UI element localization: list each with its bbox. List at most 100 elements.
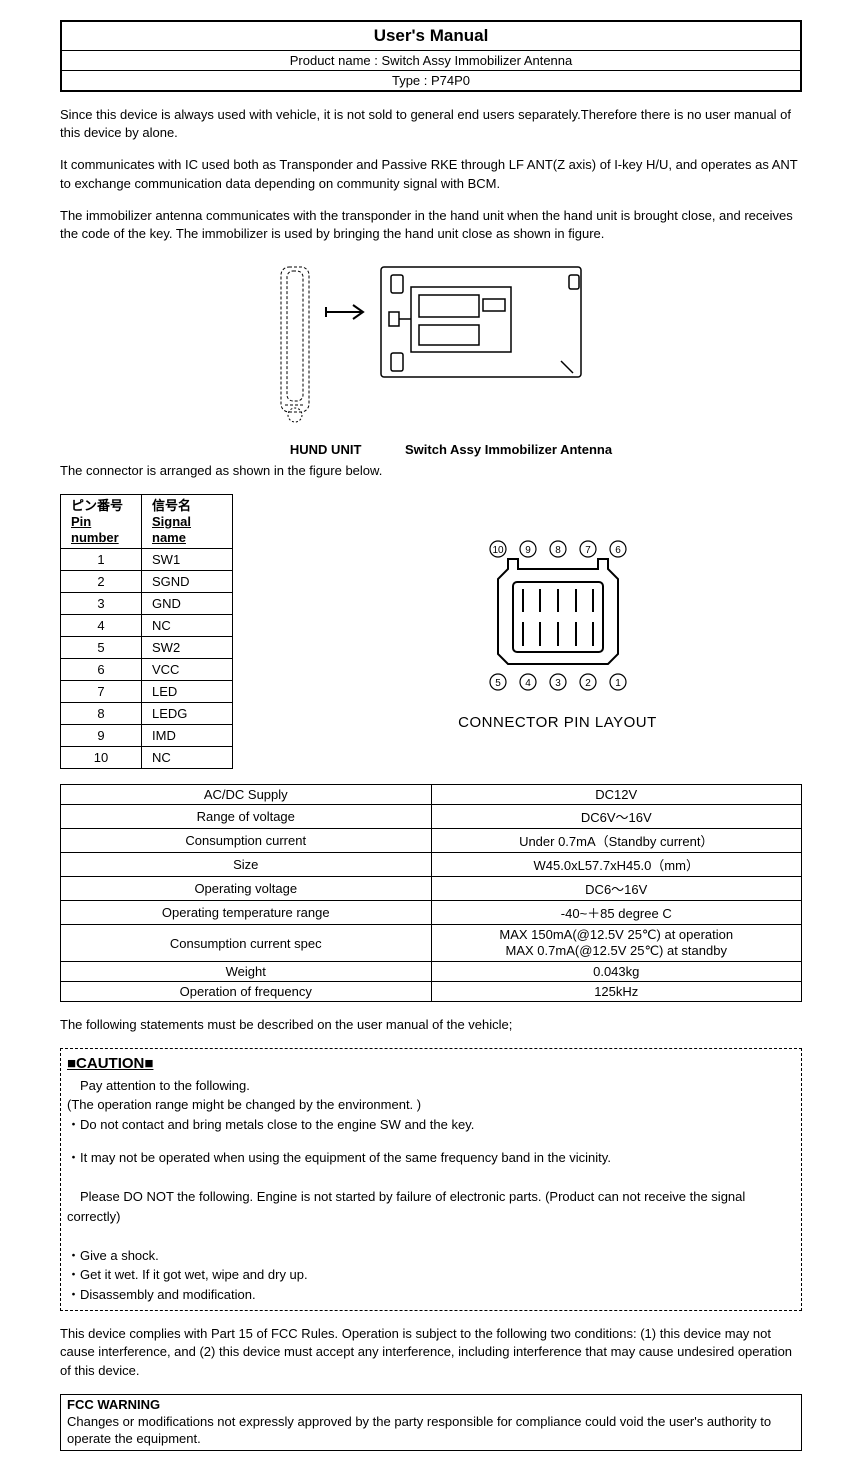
- signal-name-cell: VCC: [142, 659, 233, 681]
- spec-value-cell: DC6V～16V: [431, 805, 802, 829]
- svg-text:1: 1: [615, 678, 621, 689]
- pin-number-cell: 6: [61, 659, 142, 681]
- pin-table-row: 1SW1: [61, 549, 233, 571]
- caution-mid: Please DO NOT the following. Engine is n…: [67, 1187, 795, 1226]
- pin-header-number: ピン番号 Pin number: [61, 495, 142, 549]
- signal-name-cell: SW1: [142, 549, 233, 571]
- manual-title: User's Manual: [62, 22, 800, 51]
- pin-table-row: 9IMD: [61, 725, 233, 747]
- spec-value-cell: W45.0xL57.7xH45.0（mm）: [431, 853, 802, 877]
- spec-key-cell: AC/DC Supply: [61, 785, 432, 805]
- svg-text:2: 2: [585, 678, 591, 689]
- pin-number-cell: 5: [61, 637, 142, 659]
- caution-title: ■CAUTION■: [67, 1053, 795, 1076]
- connector-label: CONNECTOR PIN LAYOUT: [313, 714, 802, 731]
- connector-figure: 109876 54321 CONNECTOR PIN LAYOUT: [313, 494, 802, 731]
- spec-value-cell: Under 0.7mA（Standby current）: [431, 829, 802, 853]
- svg-text:9: 9: [525, 545, 531, 556]
- caution-list-2: Give a shock.Get it wet. If it got wet, …: [67, 1246, 795, 1305]
- signal-name-cell: LEDG: [142, 703, 233, 725]
- spec-table-row: Range of voltageDC6V～16V: [61, 805, 802, 829]
- spec-key-cell: Operating temperature range: [61, 901, 432, 925]
- signal-name-cell: GND: [142, 593, 233, 615]
- caution-item: Do not contact and bring metals close to…: [67, 1115, 795, 1135]
- header-box: User's Manual Product name : Switch Assy…: [60, 20, 802, 92]
- caution-item: It may not be operated when using the eq…: [67, 1148, 795, 1168]
- svg-text:10: 10: [492, 545, 504, 556]
- signal-name-cell: NC: [142, 615, 233, 637]
- pin-table-row: 6VCC: [61, 659, 233, 681]
- spec-value-cell: DC12V: [431, 785, 802, 805]
- caution-box: ■CAUTION■ Pay attention to the following…: [60, 1048, 802, 1311]
- figure-labels: HUND UNIT Switch Assy Immobilizer Antenn…: [60, 442, 802, 457]
- figure-hand-unit: [60, 257, 802, 437]
- spec-table-row: Operating voltageDC6～16V: [61, 877, 802, 901]
- spec-table-row: Weight0.043kg: [61, 962, 802, 982]
- pin-number-cell: 2: [61, 571, 142, 593]
- caution-intro-2: (The operation range might be changed by…: [67, 1095, 795, 1115]
- spec-key-cell: Consumption current spec: [61, 925, 432, 962]
- pin-number-cell: 10: [61, 747, 142, 769]
- spec-table-row: Operation of frequency125kHz: [61, 982, 802, 1002]
- statements-intro: The following statements must be describ…: [60, 1016, 802, 1034]
- spec-table-row: AC/DC SupplyDC12V: [61, 785, 802, 805]
- spec-table-row: Consumption currentUnder 0.7mA（Standby c…: [61, 829, 802, 853]
- pin-table-row: 8LEDG: [61, 703, 233, 725]
- signal-name-cell: NC: [142, 747, 233, 769]
- paragraph-3: The immobilizer antenna communicates wit…: [60, 207, 802, 243]
- spec-table-row: SizeW45.0xL57.7xH45.0（mm）: [61, 853, 802, 877]
- pin-number-cell: 8: [61, 703, 142, 725]
- spec-key-cell: Size: [61, 853, 432, 877]
- type-line: Type : P74P0: [62, 71, 800, 90]
- spec-value-cell: MAX 150mA(@12.5V 25℃) at operation MAX 0…: [431, 925, 802, 962]
- spec-key-cell: Weight: [61, 962, 432, 982]
- fcc-warning-box: FCC WARNING Changes or modifications not…: [60, 1394, 802, 1451]
- pin-number-cell: 9: [61, 725, 142, 747]
- svg-text:8: 8: [555, 545, 561, 556]
- pin-table-row: 2SGND: [61, 571, 233, 593]
- label-hund-unit: HUND UNIT: [290, 442, 362, 457]
- signal-name-cell: SW2: [142, 637, 233, 659]
- svg-text:6: 6: [615, 545, 621, 556]
- hand-unit-diagram-svg: [251, 257, 611, 437]
- signal-name-cell: SGND: [142, 571, 233, 593]
- svg-text:4: 4: [525, 678, 531, 689]
- product-name-line: Product name : Switch Assy Immobilizer A…: [62, 51, 800, 71]
- pin-number-cell: 3: [61, 593, 142, 615]
- caution-item: Give a shock.: [67, 1246, 795, 1266]
- signal-name-cell: IMD: [142, 725, 233, 747]
- paragraph-2: It communicates with IC used both as Tra…: [60, 156, 802, 192]
- spec-key-cell: Consumption current: [61, 829, 432, 853]
- caution-list-1: Do not contact and bring metals close to…: [67, 1115, 795, 1168]
- pin-table-row: 4NC: [61, 615, 233, 637]
- fcc-paragraph: This device complies with Part 15 of FCC…: [60, 1325, 802, 1380]
- signal-name-cell: LED: [142, 681, 233, 703]
- pin-table-row: 10NC: [61, 747, 233, 769]
- svg-text:7: 7: [585, 545, 591, 556]
- spec-table-row: Operating temperature range-40~＋85 degre…: [61, 901, 802, 925]
- paragraph-1: Since this device is always used with ve…: [60, 106, 802, 142]
- svg-text:3: 3: [555, 678, 561, 689]
- spec-table: AC/DC SupplyDC12VRange of voltageDC6V～16…: [60, 784, 802, 1002]
- pin-table-row: 7LED: [61, 681, 233, 703]
- spec-value-cell: -40~＋85 degree C: [431, 901, 802, 925]
- pin-header-signal: 信号名 Signal name: [142, 495, 233, 549]
- spec-key-cell: Operating voltage: [61, 877, 432, 901]
- spec-value-cell: 0.043kg: [431, 962, 802, 982]
- label-switch-assy: Switch Assy Immobilizer Antenna: [405, 442, 612, 457]
- spec-value-cell: DC6～16V: [431, 877, 802, 901]
- spec-table-row: Consumption current specMAX 150mA(@12.5V…: [61, 925, 802, 962]
- pin-number-cell: 7: [61, 681, 142, 703]
- caution-item: Disassembly and modification.: [67, 1285, 795, 1305]
- pin-table-row: 3GND: [61, 593, 233, 615]
- connector-intro: The connector is arranged as shown in th…: [60, 462, 802, 480]
- spec-key-cell: Operation of frequency: [61, 982, 432, 1002]
- connector-svg: 109876 54321: [458, 534, 658, 704]
- fcc-warning-title: FCC WARNING: [67, 1397, 795, 1414]
- pin-and-connector-section: ピン番号 Pin number 信号名 Signal name 1SW12SGN…: [60, 494, 802, 769]
- pin-table: ピン番号 Pin number 信号名 Signal name 1SW12SGN…: [60, 494, 233, 769]
- caution-intro-1: Pay attention to the following.: [67, 1076, 795, 1096]
- fcc-warning-body: Changes or modifications not expressly a…: [67, 1414, 795, 1448]
- spec-key-cell: Range of voltage: [61, 805, 432, 829]
- pin-number-cell: 1: [61, 549, 142, 571]
